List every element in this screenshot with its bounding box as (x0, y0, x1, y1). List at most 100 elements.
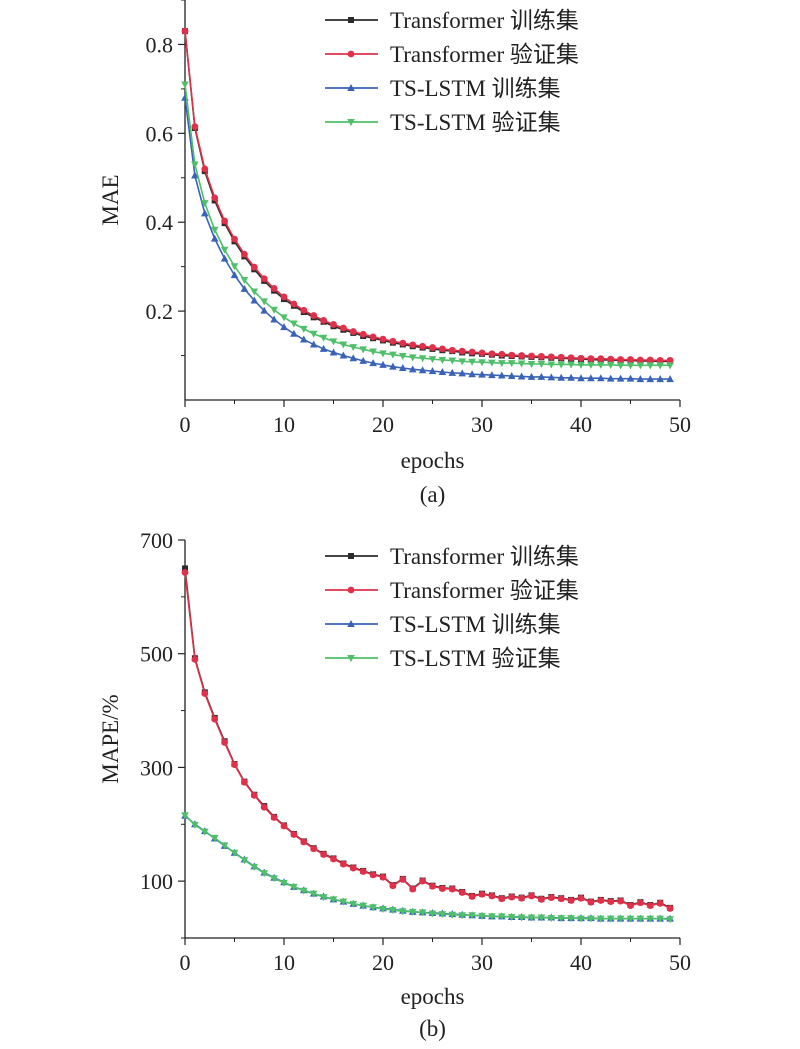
x-tick-label: 20 (372, 412, 394, 437)
data-point (656, 362, 664, 370)
data-point (349, 344, 358, 352)
data-point (280, 314, 288, 322)
x-axis-label: epochs (401, 984, 465, 1009)
figure-caption: (a) (420, 482, 446, 507)
data-point (290, 831, 298, 838)
data-point (241, 250, 248, 258)
x-axis-label: epochs (401, 448, 465, 473)
data-point (389, 882, 397, 890)
data-point (309, 330, 318, 338)
x-tick-label: 30 (471, 412, 493, 437)
data-point (250, 296, 259, 304)
data-point (518, 894, 525, 902)
legend-marker (348, 553, 354, 559)
y-axis-label: MAPE/% (98, 694, 123, 783)
legend-marker (347, 84, 355, 91)
data-point (419, 877, 426, 885)
legend-marker (347, 50, 355, 58)
series-3 (181, 812, 674, 924)
data-point (597, 355, 605, 363)
data-point (587, 361, 595, 369)
data-point (270, 814, 278, 821)
legend-marker (347, 655, 355, 662)
x-tick-label: 20 (372, 950, 394, 975)
data-point (210, 226, 219, 234)
data-point (537, 914, 546, 922)
y-axis-label: MAE (98, 174, 123, 225)
data-point (280, 323, 288, 331)
data-point (359, 902, 367, 910)
y-tick-label: 700 (140, 528, 173, 553)
data-point (399, 339, 407, 347)
data-point (220, 254, 229, 262)
data-point (191, 821, 199, 829)
x-tick-label: 30 (471, 950, 493, 975)
legend-label: Transformer 训练集 (390, 8, 579, 33)
data-point (616, 915, 625, 923)
data-point (606, 915, 615, 923)
data-point (508, 351, 516, 359)
data-point (666, 362, 674, 370)
data-point (617, 897, 624, 905)
data-point (508, 893, 516, 901)
data-point (488, 350, 496, 358)
data-point (310, 312, 318, 319)
data-point (340, 860, 347, 868)
data-point (666, 357, 674, 364)
data-point (240, 284, 249, 292)
data-point (201, 200, 209, 208)
x-tick-label: 50 (669, 412, 691, 437)
data-point (379, 350, 387, 358)
data-point (646, 915, 655, 923)
data-point (300, 306, 308, 314)
data-point (458, 889, 466, 896)
data-point (182, 565, 188, 572)
x-tick-label: 40 (570, 950, 592, 975)
data-point (300, 887, 308, 895)
data-point (458, 369, 466, 377)
data-point (606, 361, 615, 369)
data-point (448, 368, 457, 376)
x-tick-label: 50 (669, 950, 691, 975)
data-point (320, 317, 327, 324)
data-point (319, 894, 328, 902)
data-point (617, 356, 624, 363)
data-point (329, 338, 338, 346)
data-point (547, 353, 555, 361)
data-point (409, 341, 417, 349)
data-point (181, 27, 189, 35)
data-point (389, 337, 397, 345)
data-point (587, 355, 595, 363)
data-point (527, 372, 536, 380)
data-point (230, 263, 239, 271)
data-point (438, 368, 447, 375)
data-point (359, 330, 367, 338)
legend-label: TS-LSTM 训练集 (390, 76, 561, 101)
data-point (220, 842, 229, 850)
data-point (359, 346, 367, 354)
data-point (260, 298, 268, 306)
data-point (577, 354, 585, 362)
data-point (428, 367, 437, 375)
data-point (468, 348, 476, 356)
legend: Transformer 训练集 Transformer 验证集 TS-LSTM 训练… (325, 8, 579, 135)
data-point (389, 907, 397, 915)
data-point (478, 912, 486, 920)
legend-label: Transformer 验证集 (390, 42, 579, 67)
data-point (616, 362, 625, 370)
data-point (211, 194, 219, 202)
data-point (369, 904, 377, 912)
data-point (597, 374, 605, 382)
data-point (309, 340, 318, 348)
data-point (379, 906, 387, 914)
data-point (557, 895, 565, 903)
data-point (319, 344, 328, 352)
chart-panel-a: 0 10 20 30 40 50 0.2 0.4 0.6 0.8 epochs MAE (a) Trans… (98, 0, 691, 507)
data-point (498, 350, 506, 358)
data-point (507, 360, 516, 368)
data-point (280, 879, 288, 887)
data-point (260, 803, 268, 811)
data-point (597, 361, 605, 369)
data-point (438, 911, 447, 919)
y-tick-label: 0.6 (146, 121, 174, 146)
